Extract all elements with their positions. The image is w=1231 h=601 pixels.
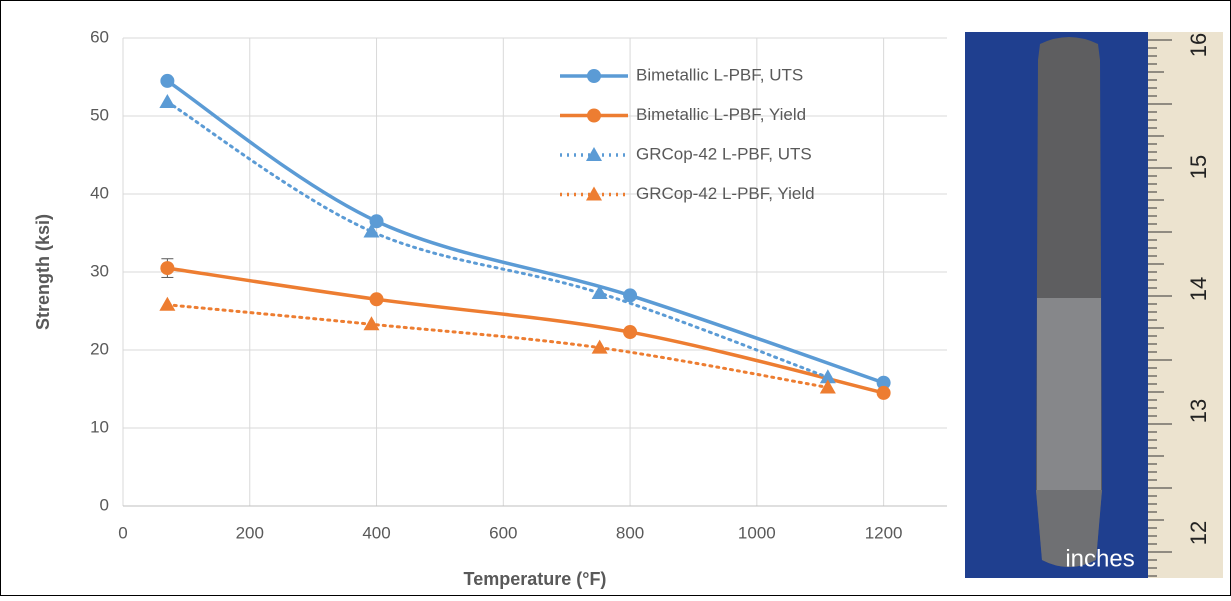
marker <box>159 93 176 108</box>
x-tick-label: 0 <box>118 523 127 542</box>
legend-marker <box>586 186 602 201</box>
photo <box>965 32 1223 578</box>
marker <box>160 261 175 276</box>
ruler-label: 13 <box>1186 399 1211 423</box>
rod-tip <box>1036 490 1102 567</box>
ruler-label: 15 <box>1186 155 1211 179</box>
y-axis-title: Strength (ksi) <box>33 214 53 330</box>
legend-label: Bimetallic L-PBF, Yield <box>636 105 806 124</box>
y-tick-label: 50 <box>90 105 109 124</box>
series-line <box>165 303 830 389</box>
marker <box>623 325 638 340</box>
marker <box>159 296 176 311</box>
marker <box>591 339 608 354</box>
x-axis-title: Temperature (°F) <box>464 569 607 589</box>
x-tick-label: 600 <box>489 523 517 542</box>
ruler-label: 16 <box>1186 33 1211 57</box>
marker <box>876 375 891 390</box>
series-line <box>165 100 830 379</box>
ruler-label: 12 <box>1186 521 1211 545</box>
y-tick-label: 60 <box>90 27 109 46</box>
ruler <box>1148 32 1223 578</box>
marker <box>876 385 891 400</box>
rod-lower <box>1037 298 1101 490</box>
marker <box>819 379 836 394</box>
x-tick-label: 1200 <box>865 523 903 542</box>
legend-label: GRCop-42 L-PBF, Yield <box>636 184 815 203</box>
marker <box>369 214 384 229</box>
y-tick-label: 40 <box>90 183 109 202</box>
x-tick-label: 200 <box>236 523 264 542</box>
legend-label: GRCop-42 L-PBF, UTS <box>636 144 812 163</box>
marker <box>623 288 638 303</box>
marker <box>363 223 380 238</box>
x-tick-label: 1000 <box>738 523 776 542</box>
marker <box>160 73 175 88</box>
marker <box>591 285 608 300</box>
marker <box>819 369 836 384</box>
legend-marker <box>586 147 602 161</box>
x-tick-label: 400 <box>362 523 390 542</box>
ruler-label: 14 <box>1186 277 1211 301</box>
y-tick-label: 30 <box>90 261 109 280</box>
series-line <box>165 79 886 385</box>
legend-marker <box>587 108 601 123</box>
legend-marker <box>587 69 601 83</box>
x-tick-label: 800 <box>616 523 644 542</box>
marker <box>369 292 384 307</box>
y-tick-label: 20 <box>90 339 109 358</box>
photo-label: inches <box>1065 545 1134 572</box>
y-tick-label: 10 <box>90 417 109 436</box>
series-line <box>165 266 886 395</box>
marker <box>363 316 380 331</box>
y-tick-label: 0 <box>100 495 109 514</box>
legend-label: Bimetallic L-PBF, UTS <box>636 65 803 84</box>
